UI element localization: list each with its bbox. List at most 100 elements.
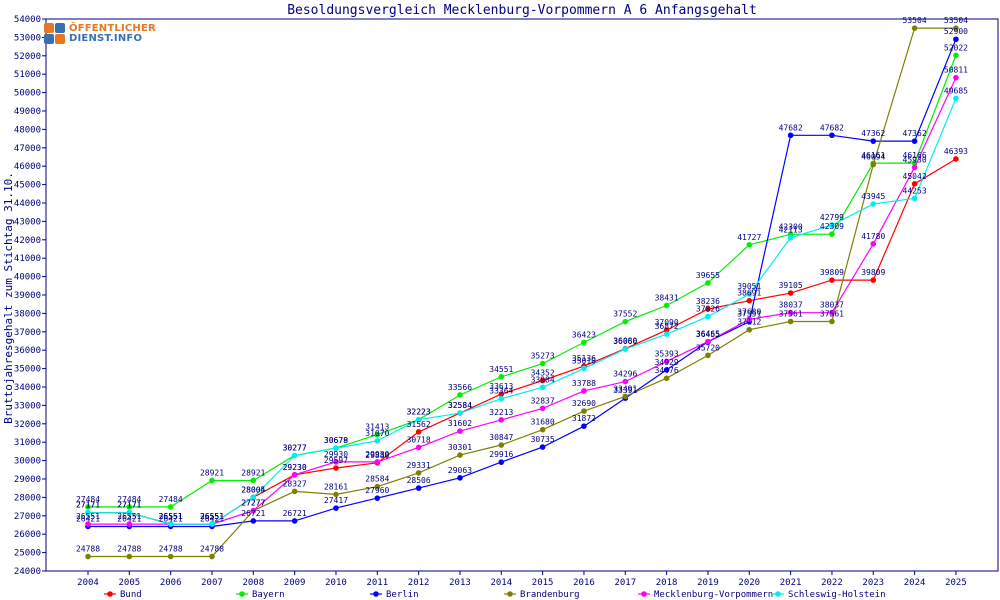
data-point <box>250 477 257 484</box>
data-point <box>250 507 257 514</box>
data-label: 35393 <box>655 349 679 358</box>
x-tick-label: 2019 <box>697 578 719 588</box>
legend-swatch-marker <box>641 591 647 597</box>
data-label: 34929 <box>655 358 679 367</box>
x-tick-label: 2018 <box>656 578 678 588</box>
x-tick-label: 2022 <box>821 578 843 588</box>
data-point <box>374 483 381 490</box>
data-point <box>498 417 505 423</box>
y-tick-label: 25000 <box>14 549 41 559</box>
data-label: 42300 <box>779 222 803 231</box>
x-tick-label: 2013 <box>449 578 471 588</box>
data-label: 36465 <box>696 330 720 339</box>
data-label: 35010 <box>572 356 596 365</box>
data-point <box>291 452 298 459</box>
legend-label: Schleswig-Holstein <box>788 590 886 600</box>
logo: ÖFFENTLICHER DIENST.INFO <box>44 22 160 46</box>
data-label: 37561 <box>820 309 844 318</box>
data-point <box>663 302 670 309</box>
series-line <box>88 77 957 525</box>
data-point <box>829 132 835 139</box>
data-point <box>870 138 877 144</box>
data-point <box>829 222 835 228</box>
logo-line-1: ÖFFENTLICHER <box>69 23 156 34</box>
data-label: 31413 <box>365 423 389 432</box>
data-label: 31872 <box>572 414 596 423</box>
data-point <box>126 504 133 510</box>
data-label: 30301 <box>448 443 472 452</box>
y-tick-label: 43000 <box>14 217 41 227</box>
x-tick-label: 2025 <box>945 578 967 588</box>
data-point <box>911 138 918 144</box>
data-point <box>498 395 505 402</box>
data-point <box>333 459 339 465</box>
data-point <box>498 391 505 397</box>
y-tick-label: 51000 <box>14 70 41 80</box>
data-label: 33391 <box>613 386 637 395</box>
data-label: 30277 <box>283 444 307 453</box>
data-point <box>705 338 711 345</box>
data-label: 37561 <box>779 309 803 318</box>
data-label: 27484 <box>159 495 183 504</box>
y-tick-label: 28000 <box>14 493 41 503</box>
data-point <box>622 393 629 400</box>
data-label: 38236 <box>696 297 720 306</box>
data-point <box>953 52 959 59</box>
data-label: 33788 <box>572 379 596 388</box>
data-label: 27171 <box>117 501 141 510</box>
data-label: 34296 <box>613 370 637 379</box>
data-point <box>291 488 298 495</box>
data-label: 53504 <box>903 16 927 25</box>
data-label: 37680 <box>737 307 761 316</box>
data-point <box>539 405 546 412</box>
data-point <box>663 367 670 373</box>
data-label: 46166 <box>903 151 927 160</box>
data-point <box>374 431 381 438</box>
series-group <box>85 25 959 560</box>
data-point <box>581 388 587 394</box>
data-point <box>581 408 587 414</box>
data-label: 36080 <box>613 337 637 346</box>
data-label: 46161 <box>861 151 885 160</box>
data-label: 30718 <box>407 435 431 444</box>
data-label: 27277 <box>241 499 265 508</box>
data-point <box>746 326 753 333</box>
y-tick-label: 32000 <box>14 420 41 430</box>
data-point <box>457 428 463 434</box>
data-point <box>622 346 629 352</box>
data-label: 46393 <box>944 147 968 156</box>
data-label: 39655 <box>696 271 720 280</box>
data-point <box>911 164 918 171</box>
data-label: 28161 <box>324 482 348 491</box>
data-label: 34551 <box>489 365 513 374</box>
y-axis-ticks: 24000 25000 26000 27000 28000 29000 30000 31000… <box>14 15 46 577</box>
data-point <box>787 132 794 139</box>
data-label: 27171 <box>76 501 100 510</box>
data-point <box>829 231 835 237</box>
data-label: 34352 <box>531 369 555 378</box>
data-label: 32213 <box>489 408 513 417</box>
data-point <box>415 416 422 423</box>
data-label: 26421 <box>76 514 100 523</box>
data-point <box>85 521 91 527</box>
x-tick-label: 2014 <box>490 578 512 588</box>
data-point <box>539 360 546 367</box>
data-point <box>953 95 959 102</box>
data-label: 42113 <box>779 226 803 235</box>
x-tick-label: 2016 <box>573 578 595 588</box>
y-tick-label: 40000 <box>14 273 41 283</box>
data-label: 35720 <box>696 343 720 352</box>
data-point <box>911 25 918 31</box>
data-point <box>539 384 546 391</box>
x-tick-label: 2023 <box>862 578 884 588</box>
data-label: 24788 <box>159 545 183 554</box>
data-label: 26551 <box>159 512 183 521</box>
data-point <box>705 352 711 359</box>
data-point <box>539 426 546 433</box>
data-label: 24788 <box>117 545 141 554</box>
data-point <box>126 521 133 527</box>
data-label: 29930 <box>324 450 348 459</box>
data-label: 37112 <box>737 318 761 327</box>
data-point <box>457 475 463 481</box>
data-point <box>663 331 670 337</box>
